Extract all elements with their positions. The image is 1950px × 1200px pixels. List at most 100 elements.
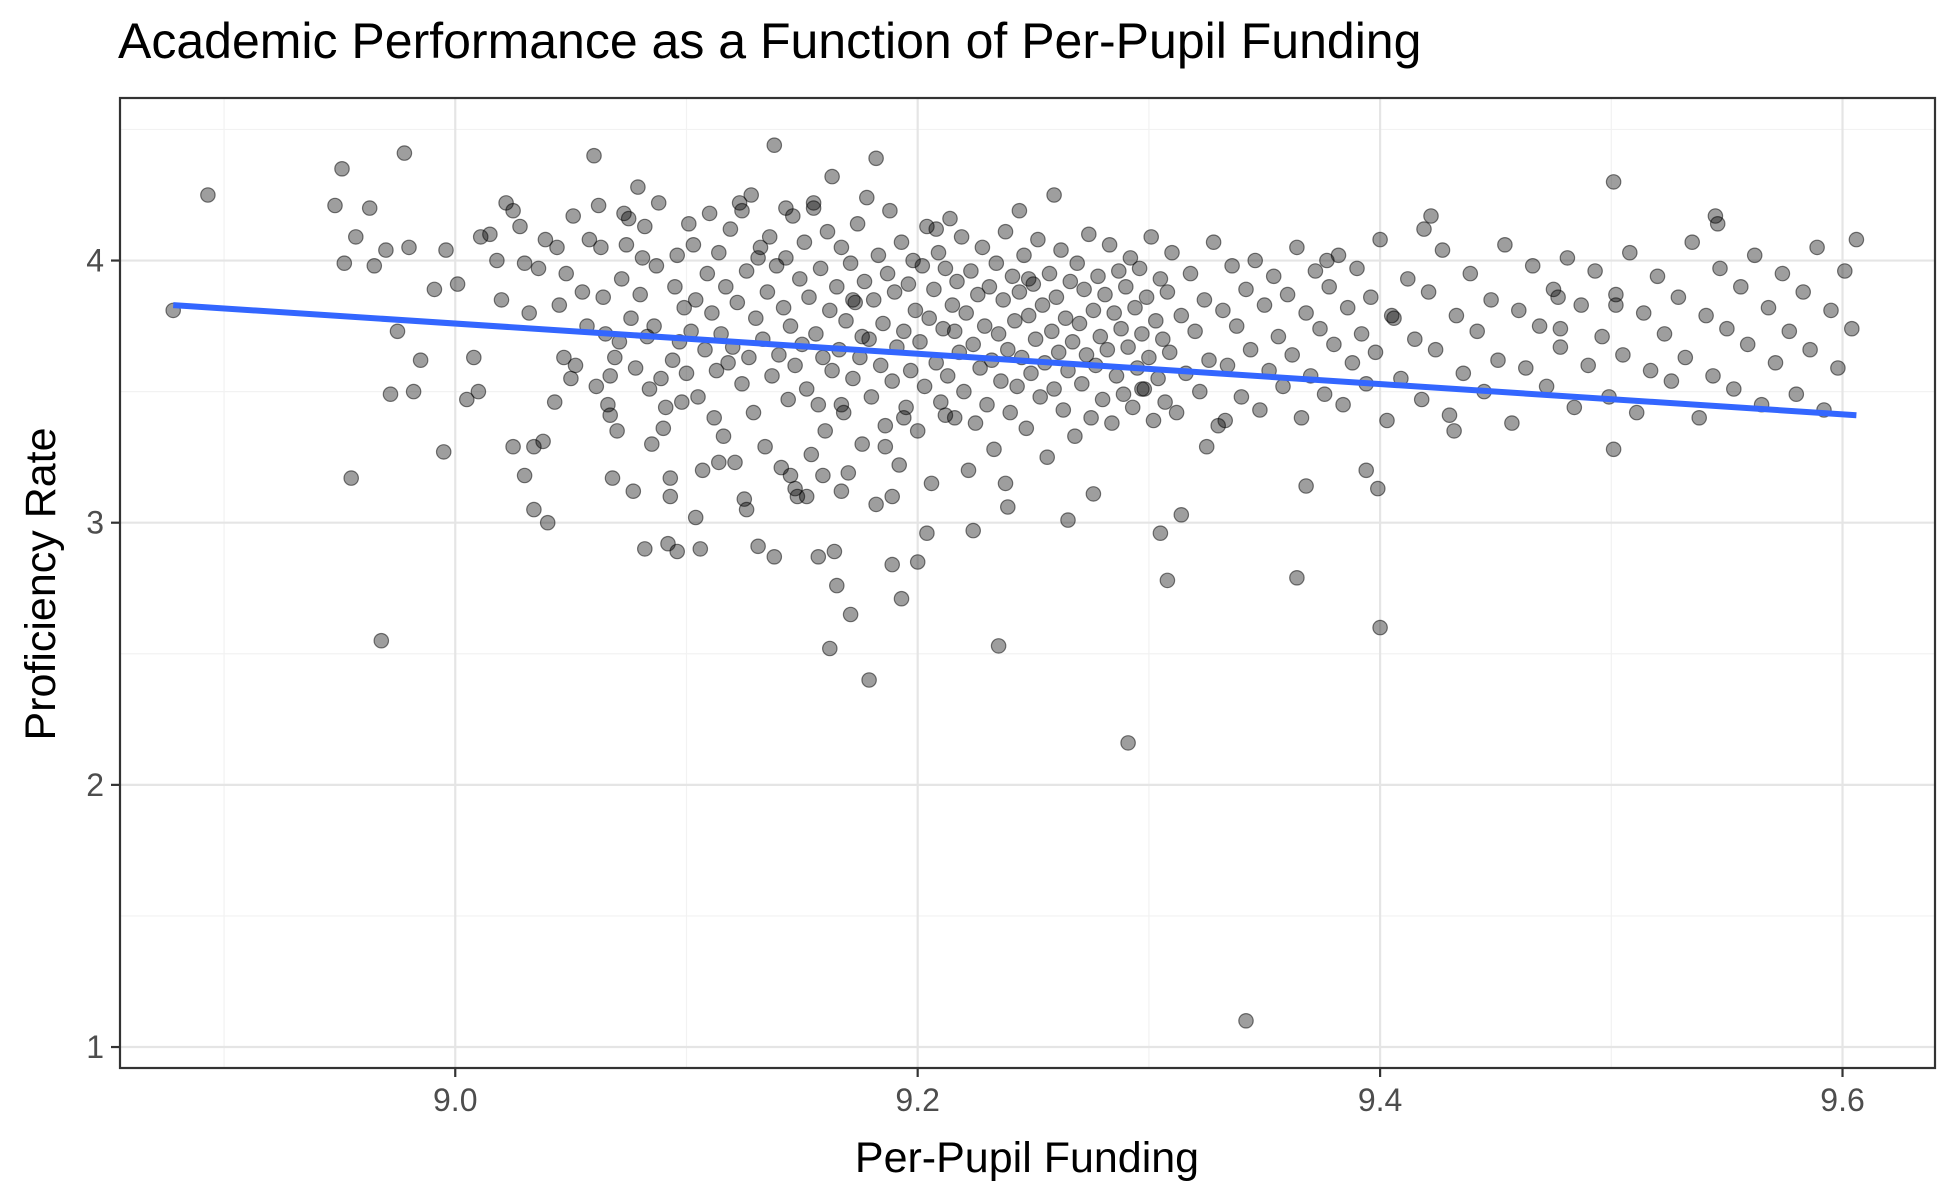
data-point bbox=[1848, 231, 1865, 248]
data-point bbox=[845, 370, 861, 387]
data-point bbox=[1379, 412, 1395, 429]
data-point bbox=[1698, 307, 1714, 324]
data-point bbox=[1307, 263, 1324, 279]
data-point bbox=[636, 541, 653, 557]
data-point bbox=[815, 349, 831, 366]
data-point bbox=[627, 360, 644, 376]
data-point bbox=[778, 250, 794, 266]
data-point bbox=[840, 465, 857, 481]
data-point bbox=[722, 221, 739, 237]
data-point bbox=[710, 454, 727, 471]
data-point bbox=[1141, 349, 1157, 366]
data-point bbox=[516, 255, 533, 271]
data-point bbox=[935, 320, 951, 337]
data-point bbox=[937, 407, 954, 423]
data-point bbox=[1048, 289, 1065, 305]
data-point bbox=[537, 231, 554, 248]
x-tick-label: 9.2 bbox=[895, 1082, 939, 1118]
data-point bbox=[914, 257, 931, 274]
data-point bbox=[565, 208, 581, 224]
data-point bbox=[1134, 326, 1150, 342]
data-point bbox=[1656, 326, 1673, 342]
data-point bbox=[1275, 378, 1291, 395]
data-point bbox=[833, 239, 850, 256]
data-point bbox=[1113, 320, 1129, 337]
data-point bbox=[1580, 357, 1596, 374]
data-point bbox=[884, 373, 900, 389]
data-point bbox=[1085, 486, 1102, 502]
data-point bbox=[1027, 331, 1044, 347]
data-point bbox=[604, 470, 621, 486]
data-point bbox=[1781, 323, 1798, 340]
data-point bbox=[1552, 320, 1569, 337]
axes: 9.0 9.2 9.4 9.6 1 2 3 4 bbox=[86, 243, 1865, 1118]
data-point bbox=[1284, 347, 1300, 363]
data-point bbox=[868, 496, 884, 513]
data-point bbox=[969, 286, 986, 303]
data-point bbox=[798, 381, 815, 397]
data-point bbox=[902, 362, 919, 379]
data-point bbox=[1312, 320, 1328, 337]
data-point bbox=[1173, 506, 1190, 523]
data-point bbox=[655, 420, 672, 437]
data-point bbox=[685, 237, 702, 253]
data-point bbox=[1795, 284, 1811, 300]
data-point bbox=[1256, 297, 1273, 313]
data-point bbox=[662, 488, 679, 505]
data-point bbox=[909, 423, 926, 439]
data-point bbox=[1279, 286, 1296, 303]
data-point bbox=[995, 292, 1011, 308]
data-point bbox=[1094, 391, 1111, 408]
data-point bbox=[1238, 281, 1254, 298]
data-point bbox=[1628, 404, 1645, 421]
data-point bbox=[526, 438, 542, 455]
x-tick-label: 9.6 bbox=[1820, 1082, 1864, 1118]
data-point bbox=[787, 357, 803, 374]
data-point bbox=[1767, 354, 1784, 371]
data-point bbox=[863, 389, 880, 405]
data-point bbox=[1363, 289, 1379, 305]
data-point bbox=[812, 260, 829, 277]
data-point bbox=[643, 436, 660, 452]
data-point bbox=[1219, 357, 1236, 374]
data-point bbox=[1182, 265, 1199, 282]
data-point bbox=[526, 501, 542, 518]
data-point bbox=[1349, 260, 1365, 277]
data-point bbox=[1383, 307, 1400, 324]
data-point bbox=[680, 216, 697, 232]
data-point bbox=[669, 543, 685, 560]
data-point bbox=[606, 349, 623, 366]
data-point bbox=[932, 394, 949, 410]
data-point bbox=[556, 349, 572, 366]
data-point bbox=[919, 218, 935, 235]
data-point bbox=[1339, 299, 1356, 316]
data-point bbox=[1622, 244, 1638, 261]
data-point bbox=[602, 368, 618, 384]
data-point bbox=[727, 454, 743, 471]
data-point bbox=[1427, 341, 1444, 358]
data-point bbox=[791, 271, 808, 287]
data-point bbox=[782, 467, 799, 484]
data-point bbox=[1150, 370, 1166, 387]
data-point bbox=[1372, 231, 1388, 248]
data-point bbox=[884, 556, 900, 573]
grid bbox=[120, 98, 1935, 1068]
data-point bbox=[1434, 242, 1451, 258]
data-point bbox=[916, 378, 933, 395]
data-point bbox=[1615, 347, 1631, 363]
data-point bbox=[1663, 373, 1680, 389]
data-point bbox=[623, 310, 639, 326]
data-point bbox=[1143, 229, 1159, 245]
data-point bbox=[1691, 409, 1707, 426]
data-point bbox=[1587, 263, 1603, 279]
data-point bbox=[1192, 383, 1208, 400]
data-point bbox=[1187, 323, 1203, 340]
data-point bbox=[1252, 402, 1268, 418]
data-point bbox=[875, 315, 891, 332]
data-point bbox=[692, 541, 709, 557]
data-point bbox=[956, 383, 972, 400]
data-point bbox=[470, 383, 487, 400]
data-point bbox=[1608, 297, 1624, 313]
data-point bbox=[824, 168, 840, 185]
data-point bbox=[1416, 221, 1432, 237]
